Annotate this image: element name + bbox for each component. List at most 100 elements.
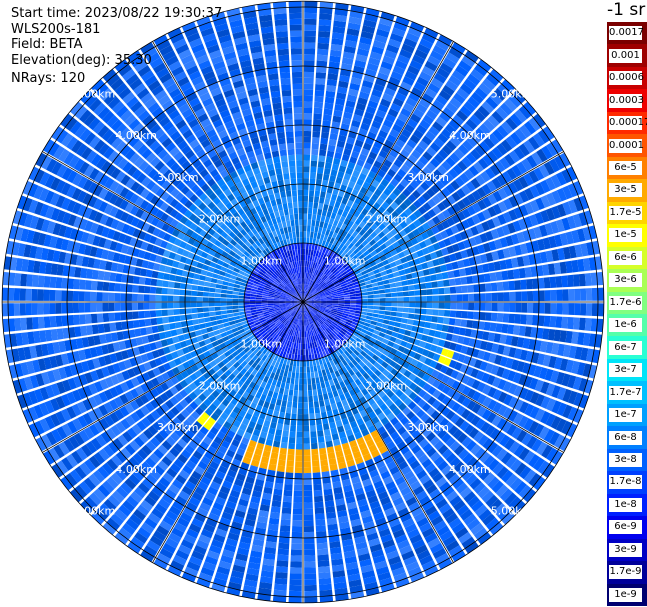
range-gate-cell [206, 271, 214, 278]
range-gate-cell [363, 111, 375, 120]
range-gate-cell [401, 280, 408, 286]
range-gate-cell [244, 293, 251, 297]
range-gate-cell [413, 284, 421, 290]
range-gate-cell [338, 258, 345, 265]
range-gate-cell [216, 279, 224, 285]
range-gate-cell [313, 306, 320, 310]
range-gate-cell [369, 239, 377, 247]
range-gate-cell [319, 221, 325, 228]
range-gate-cell [382, 259, 390, 266]
range-gate-cell [335, 214, 342, 221]
range-gate-cell [380, 327, 388, 334]
range-gate-cell [344, 225, 351, 233]
range-gate-cell [287, 395, 293, 402]
range-gate-cell [519, 204, 529, 217]
range-gate-cell [516, 161, 528, 175]
range-gate-cell [435, 273, 443, 281]
range-gate-cell [559, 330, 567, 343]
range-gate-cell [272, 391, 279, 399]
range-gate-cell [551, 342, 560, 355]
range-gate-cell [344, 304, 351, 307]
range-gate-cell [387, 244, 395, 252]
range-gate-cell [209, 287, 216, 293]
range-gate-cell [333, 157, 341, 166]
range-gate-cell [492, 216, 501, 228]
range-gate-cell [456, 110, 469, 122]
range-gate-cell [328, 217, 335, 225]
range-gate-cell [132, 284, 139, 293]
range-gate-cell [411, 325, 419, 333]
range-gate-cell [491, 110, 504, 124]
range-gate-cell [192, 319, 200, 325]
range-gate-cell [366, 287, 373, 292]
range-gate-cell [335, 247, 341, 255]
range-gate-cell [539, 367, 548, 380]
range-gate-cell [380, 124, 391, 134]
range-gate-cell [343, 192, 351, 200]
range-gate-cell [350, 245, 357, 252]
range-gate-cell [550, 370, 560, 383]
range-gate-cell [274, 583, 287, 591]
range-gate-cell [340, 123, 350, 131]
range-gate-cell [327, 249, 333, 256]
range-gate-cell [567, 317, 574, 330]
range-gate-cell [361, 295, 368, 299]
range-gate-cell [314, 305, 320, 309]
range-gate-cell [303, 408, 309, 415]
range-gate-cell [354, 164, 363, 173]
range-gate-cell [308, 300, 315, 302]
range-gate-cell [518, 325, 526, 337]
range-gate-cell [416, 43, 431, 55]
range-gate-cell [393, 158, 403, 168]
range-gate-cell [384, 139, 394, 149]
range-gate-cell [425, 228, 435, 238]
range-gate-cell [402, 291, 410, 297]
range-gate-cell [567, 374, 577, 389]
range-gate-cell [346, 249, 353, 256]
range-gate-cell [505, 335, 513, 346]
range-gate-cell [415, 264, 423, 271]
range-gate-cell [448, 359, 457, 369]
range-gate-cell [451, 70, 466, 82]
range-gate-cell [507, 370, 516, 382]
range-gate-cell [362, 216, 370, 224]
range-gate-cell [320, 298, 327, 301]
range-gate-cell [297, 354, 300, 361]
range-gate-cell [399, 211, 409, 220]
range-gate-cell [313, 483, 322, 491]
range-gate-cell [346, 267, 353, 273]
range-gate-cell [590, 318, 598, 332]
range-gate-cell [343, 294, 350, 298]
range-gate-cell [389, 282, 397, 288]
range-gate-cell [309, 280, 313, 286]
range-gate-cell [343, 218, 350, 226]
range-gate-cell [326, 300, 333, 302]
range-gate-cell [330, 311, 337, 315]
range-gate-cell [317, 560, 330, 568]
range-gate-cell [382, 247, 390, 255]
range-gate-cell [445, 140, 457, 152]
range-gate-cell [365, 283, 373, 289]
range-gate-cell [360, 31, 374, 40]
range-gate-cell [338, 189, 345, 198]
range-gate-cell [394, 276, 402, 282]
range-gate-cell [392, 187, 402, 197]
range-gate-cell [475, 223, 485, 234]
range-gate-cell [523, 101, 537, 116]
range-gate-cell [114, 312, 122, 321]
range-gate-cell [445, 52, 460, 64]
range-gate-cell [367, 170, 377, 180]
range-gate-cell [502, 313, 510, 323]
range-gate-cell [490, 312, 498, 322]
range-gate-cell [351, 202, 359, 210]
range-gate-cell [489, 68, 504, 82]
range-gate-cell [163, 273, 171, 281]
range-gate-cell [479, 283, 486, 292]
range-gate-cell [492, 203, 503, 215]
range-gate-cell [347, 270, 354, 276]
range-gate-cell [363, 19, 377, 29]
range-gate-cell [314, 302, 321, 304]
range-gate-cell [303, 390, 308, 397]
range-gate-cell [325, 192, 332, 200]
range-gate-cell [305, 284, 308, 291]
